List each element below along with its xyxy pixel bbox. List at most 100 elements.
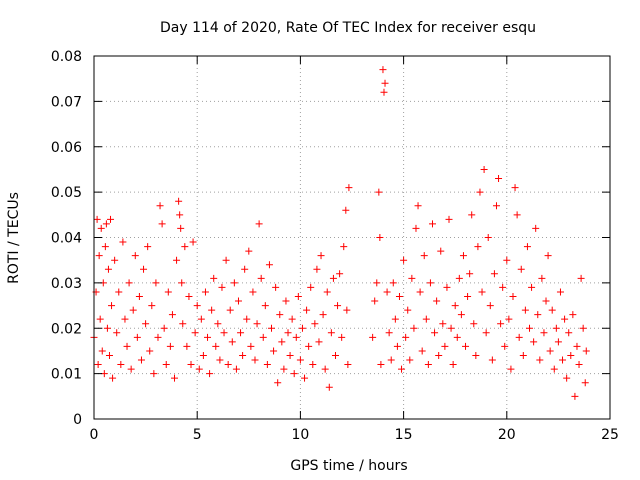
data-point xyxy=(530,338,538,346)
data-point xyxy=(544,252,552,260)
data-point xyxy=(327,329,335,337)
data-point xyxy=(542,297,550,305)
data-point xyxy=(513,211,521,219)
data-point xyxy=(178,279,186,287)
y-tick-label: 0.01 xyxy=(51,367,82,383)
data-point xyxy=(437,247,445,255)
data-point xyxy=(451,302,459,310)
data-point xyxy=(468,211,476,219)
data-point xyxy=(331,351,339,359)
data-point xyxy=(146,347,154,355)
y-tick-label: 0.03 xyxy=(51,276,82,292)
x-tick-labels: 0 5 10 15 20 25 xyxy=(90,427,619,443)
data-point xyxy=(344,361,352,369)
data-point xyxy=(94,361,102,369)
data-point xyxy=(101,243,109,251)
data-point xyxy=(216,356,224,364)
data-point xyxy=(433,297,441,305)
data-point xyxy=(181,243,189,251)
data-point xyxy=(464,292,472,300)
data-point xyxy=(160,324,168,332)
data-point xyxy=(257,274,265,282)
data-point xyxy=(218,283,226,291)
data-point xyxy=(345,184,353,192)
data-point xyxy=(212,342,220,350)
chart-title: Day 114 of 2020, Rate Of TEC Index for r… xyxy=(160,20,536,36)
data-point xyxy=(565,329,573,337)
data-point xyxy=(127,365,135,373)
data-point xyxy=(168,311,176,319)
data-point xyxy=(278,338,286,346)
data-point xyxy=(379,66,387,74)
data-point xyxy=(528,283,536,291)
data-point xyxy=(521,306,529,314)
data-point xyxy=(484,234,492,241)
data-point xyxy=(117,361,125,369)
data-point xyxy=(472,351,480,359)
data-point xyxy=(251,356,259,364)
data-point xyxy=(571,392,579,400)
data-point xyxy=(201,288,209,296)
data-point xyxy=(424,361,432,369)
axis-ticks xyxy=(93,55,611,420)
data-point xyxy=(121,315,129,323)
data-point xyxy=(282,297,290,305)
data-point xyxy=(311,320,319,328)
data-point xyxy=(317,252,325,260)
data-point xyxy=(377,361,385,369)
data-point xyxy=(336,270,344,278)
x-tick-label: 15 xyxy=(395,427,413,443)
data-point xyxy=(97,224,105,232)
data-point xyxy=(470,320,478,328)
data-point xyxy=(183,342,191,350)
data-point xyxy=(534,311,542,319)
data-point xyxy=(204,333,212,341)
data-point xyxy=(579,324,587,332)
data-point xyxy=(398,365,406,373)
y-tick-labels: 0 0.01 0.02 0.03 0.04 0.05 0.06 0.07 0.08 xyxy=(51,49,82,428)
data-point xyxy=(526,324,534,332)
data-point xyxy=(389,279,397,287)
data-point xyxy=(276,311,284,319)
data-point xyxy=(111,256,119,264)
data-point xyxy=(142,320,150,328)
x-axis-label: GPS time / hours xyxy=(290,458,407,474)
data-point xyxy=(443,283,451,291)
data-point xyxy=(550,365,558,373)
data-point xyxy=(449,361,457,369)
data-point xyxy=(230,279,238,287)
data-point xyxy=(237,329,245,337)
data-point xyxy=(428,220,436,228)
data-point xyxy=(457,311,465,319)
data-point xyxy=(323,288,331,296)
data-point xyxy=(162,361,170,369)
data-point xyxy=(573,342,581,350)
data-points xyxy=(90,66,590,400)
data-point xyxy=(245,247,253,255)
data-point xyxy=(410,324,418,332)
data-point xyxy=(158,220,166,228)
data-point xyxy=(536,356,544,364)
data-point xyxy=(466,270,474,278)
data-point xyxy=(274,379,282,387)
grid-lines xyxy=(94,56,610,419)
data-point xyxy=(103,324,111,332)
data-point xyxy=(400,256,408,264)
y-axis-label: ROTI / TECUs xyxy=(6,192,22,284)
data-point xyxy=(187,361,195,369)
data-point xyxy=(292,333,300,341)
data-point xyxy=(220,329,228,337)
data-point xyxy=(298,324,306,332)
data-point xyxy=(431,329,439,337)
data-point xyxy=(197,315,205,323)
y-tick-label: 0.08 xyxy=(51,49,82,65)
data-point xyxy=(490,270,498,278)
data-point xyxy=(315,338,323,346)
data-point xyxy=(519,351,527,359)
data-point xyxy=(459,252,467,260)
data-point xyxy=(563,374,571,382)
data-point xyxy=(546,347,554,355)
data-point xyxy=(577,274,585,282)
